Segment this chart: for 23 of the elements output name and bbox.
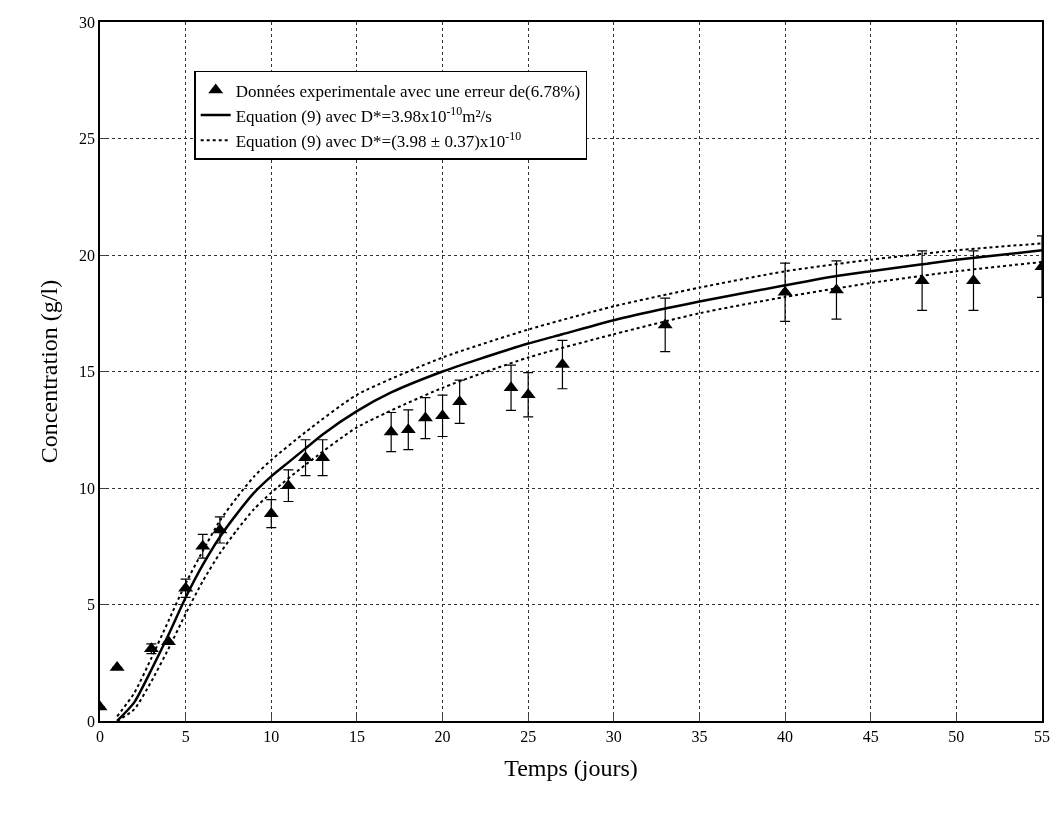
x-tick-label: 10 <box>263 727 280 745</box>
legend-label: Données experimentale avec une erreur de(6.78%) <box>235 81 581 101</box>
y-tick-label: 5 <box>87 596 96 614</box>
x-tick-label: 35 <box>691 727 708 745</box>
y-axis-title: Concentration (g/l) <box>35 279 62 464</box>
x-tick-label: 55 <box>1034 727 1050 745</box>
x-tick-label: 5 <box>181 727 190 745</box>
x-tick-label: 45 <box>862 727 879 745</box>
y-tick-label: 25 <box>79 130 96 148</box>
y-tick-label: 20 <box>79 246 96 264</box>
y-tick-label: 0 <box>87 712 96 730</box>
x-tick-label: 40 <box>777 727 794 745</box>
x-tick-label: 20 <box>434 727 451 745</box>
x-tick-label: 30 <box>605 727 622 745</box>
y-tick-label: 30 <box>79 13 96 31</box>
x-axis-title: Temps (jours) <box>504 754 638 781</box>
y-tick-label: 15 <box>79 363 96 381</box>
x-tick-label: 50 <box>948 727 965 745</box>
x-tick-label: 25 <box>520 727 537 745</box>
x-tick-label: 15 <box>348 727 365 745</box>
y-tick-label: 10 <box>79 479 96 497</box>
legend-label: Equation (9) avec D*=(3.98 ± 0.37)x10$^{-10}$ <box>235 128 522 151</box>
legend-label: Equation (9) avec D*=3.98x10$^{-10}$m²/s <box>235 103 492 126</box>
